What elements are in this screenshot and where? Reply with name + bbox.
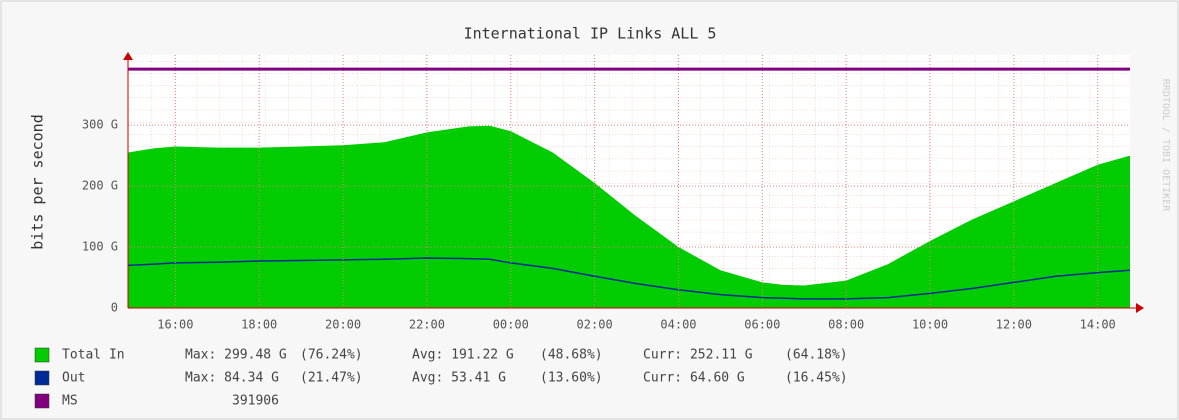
legend-stat: Curr: 64.60 G: [643, 371, 745, 386]
legend-stat: Curr: 252.11 G: [643, 348, 753, 363]
x-tick-label: 10:00: [912, 318, 948, 332]
side-label: RRDTOOL / TOBI OETIKER: [1160, 79, 1171, 212]
legend-swatch: [34, 347, 50, 363]
x-tick-label: 22:00: [409, 318, 445, 332]
legend-stat: (13.60%): [540, 371, 603, 386]
legend-stat: Max: 84.34 G: [185, 371, 279, 386]
x-tick-label: 20:00: [325, 318, 361, 332]
legend-swatch: [34, 370, 50, 386]
legend-stat: (64.18%): [785, 348, 848, 363]
legend-stat: (76.24%): [300, 348, 363, 363]
y-tick-label: 0: [111, 301, 118, 315]
legend-stat: Avg: 53.41 G: [412, 371, 506, 386]
y-tick-label: 300 G: [82, 118, 118, 132]
x-tick-label: 18:00: [241, 318, 277, 332]
legend-stat: (21.47%): [300, 371, 363, 386]
area: [128, 125, 1130, 308]
x-tick-label: 02:00: [577, 318, 613, 332]
legend-stat: Avg: 191.22 G: [412, 348, 514, 363]
legend-swatch: [34, 393, 50, 409]
legend-stat: (48.68%): [540, 348, 603, 363]
legend-stat: Max: 299.48 G: [185, 348, 287, 363]
axes: [127, 60, 1136, 309]
x-tick-label: 12:00: [996, 318, 1032, 332]
y-tick-label: 200 G: [82, 179, 118, 193]
legend-stat: (16.45%): [785, 371, 848, 386]
x-tick-label: 14:00: [1080, 318, 1116, 332]
x-tick-label: 06:00: [744, 318, 780, 332]
chart-title: International IP Links ALL 5: [464, 25, 717, 43]
x-tick-label: 00:00: [493, 318, 529, 332]
y-axis-label: bits per second: [29, 114, 47, 249]
legend-label: MS: [62, 394, 78, 409]
y-tick-label: 100 G: [82, 240, 118, 254]
x-tick-label: 16:00: [157, 318, 193, 332]
line: [127, 257, 1131, 300]
x-tick-label: 04:00: [660, 318, 696, 332]
legend-stat: 391906: [232, 394, 279, 409]
x-tick-label: 08:00: [828, 318, 864, 332]
legend-label: Total In: [62, 348, 125, 363]
legend-label: Out: [62, 371, 85, 386]
